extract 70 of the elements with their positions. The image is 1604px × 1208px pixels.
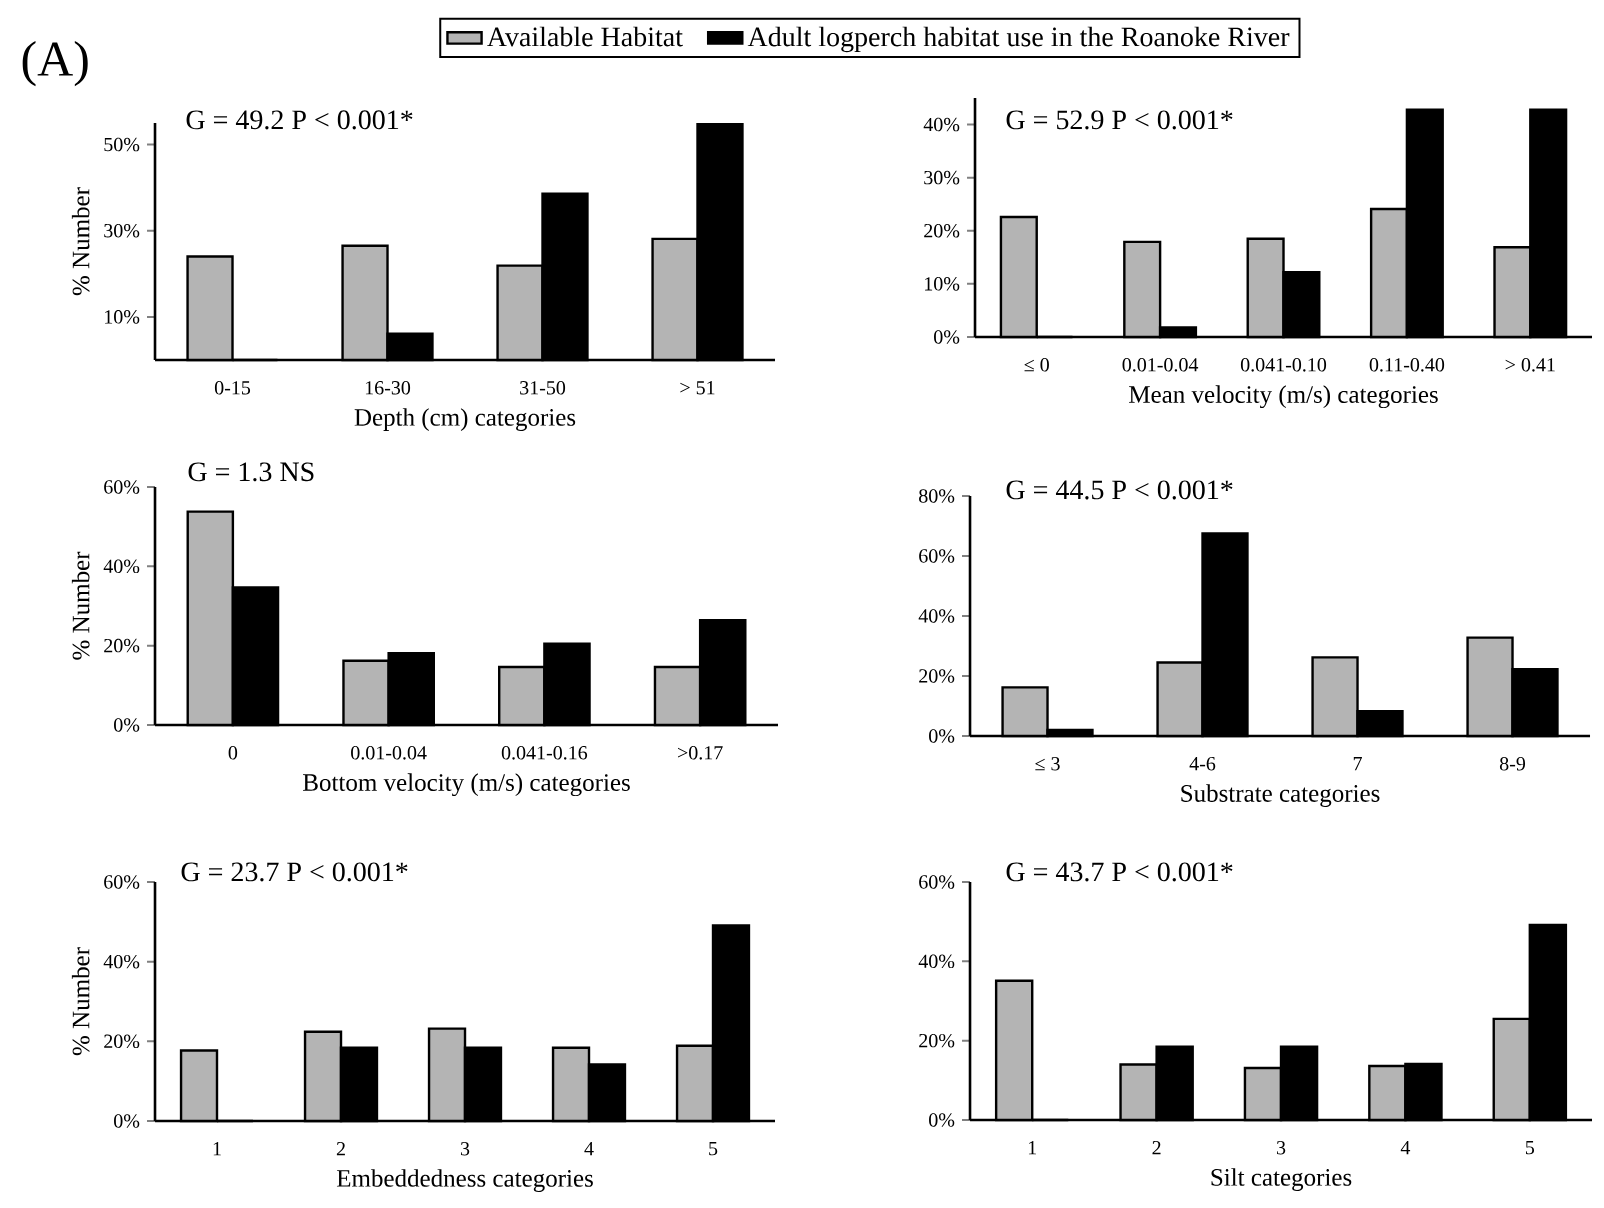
y-tick-label: 40% [918,954,955,969]
x-tick-label: 0-15 [214,381,251,395]
x-tick-label: 4 [584,1142,594,1156]
x-axis-title: Embeddedness categories [336,1169,593,1192]
x-tick-label: ≤ 3 [1035,757,1060,771]
y-tick-label: 0% [934,330,960,344]
x-tick-label: 16-30 [365,381,411,395]
y-tick-label: 60% [104,875,140,889]
y-tick-label: 20% [924,223,960,238]
x-tick-label: 3 [460,1142,470,1156]
y-tick-label: 40% [923,117,960,132]
text: G = 1.3 NS [188,462,314,482]
y-tick-label: 0% [114,718,140,732]
y-axis-title: % Number [71,551,90,660]
y-tick-label: 40% [103,954,140,969]
y-tick-label: 80% [919,489,955,503]
x-tick-label: 31-50 [520,381,566,395]
x-tick-label: > 0.41 [1505,358,1555,372]
annotation: G = 44.5 P < 0.001* [1006,480,1233,500]
y-axis-title: % Number [71,947,90,1056]
x-tick-label: 7 [1353,757,1362,771]
text: G = 43.7 P < 0.001* [1006,862,1233,882]
chart-title: (A) [22,40,88,87]
y-tick-label: 60% [919,875,955,889]
x-tick-label: 8-9 [1499,757,1526,771]
x-tick-label: 1 [1028,1141,1037,1155]
x-tick-label: 0 [228,746,238,760]
x-tick-label: 1 [213,1142,221,1156]
x-tick-label: > 51 [680,381,715,395]
x-tick-label: 0.041-0.10 [1240,358,1327,372]
x-tick-label: 4 [1400,1141,1411,1155]
y-tick-label: 20% [104,1034,140,1049]
y-tick-label: 0% [114,1114,140,1128]
y-tick-label: 30% [924,170,960,185]
y-tick-label: 20% [104,638,140,653]
x-tick-label: 4-6 [1189,757,1216,771]
y-tick-label: 40% [918,609,955,623]
x-axis-title: Bottom velocity (m/s) categories [303,773,630,797]
x-tick-label: 3 [1276,1141,1286,1155]
y-tick-label: 10% [105,310,140,324]
legend-label: Available Habitat [487,26,683,47]
x-tick-label: 0.041-0.16 [501,746,588,760]
text: G = 23.7 P < 0.001* [181,862,408,882]
x-axis-title: Silt categories [1211,1168,1352,1191]
y-tick-label: 50% [104,137,140,152]
x-tick-label: 2 [1152,1141,1161,1155]
x-tick-label: 0.01-0.04 [1122,358,1199,372]
x-tick-label: 2 [336,1142,345,1156]
y-tick-label: 40% [103,559,140,574]
y-tick-label: 20% [919,1033,955,1048]
x-axis-title: Substrate categories [1181,784,1380,808]
x-tick-label: 0.01-0.04 [351,746,427,760]
y-tick-label: 30% [104,223,140,238]
y-tick-label: 0% [929,1113,955,1127]
x-tick-label: 5 [709,1142,718,1156]
annotation: G = 52.9 P < 0.001* [1006,110,1233,130]
x-tick-label: 5 [1525,1141,1535,1155]
y-tick-label: 60% [104,480,140,494]
y-tick-label: 0% [929,729,955,743]
legend-label: Adult logperch habitat use in the Roanoke River [747,26,1290,53]
y-tick-label: 60% [919,549,955,563]
y-tick-label: 20% [919,669,955,683]
y-axis-title: % Number [71,187,90,296]
x-tick-label: ≤ 0 [1024,358,1049,372]
x-tick-label: 0.11-0.40 [1369,358,1445,372]
x-tick-label: >0.17 [678,746,723,760]
x-axis-title: Mean velocity (m/s) categories [1129,385,1438,409]
annotation: G = 49.2 P < 0.001* [186,110,413,130]
x-axis-title: Depth (cm) categories [354,408,576,432]
y-tick-label: 10% [925,277,960,291]
